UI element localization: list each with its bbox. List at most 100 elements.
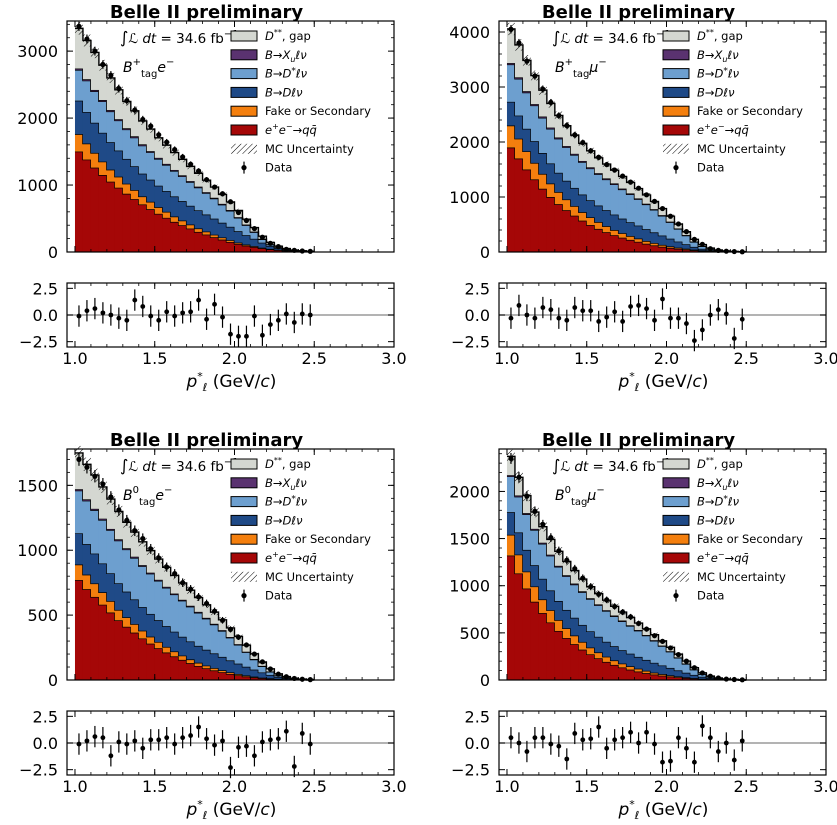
bin-qqbar	[658, 246, 667, 252]
legend-label-data-part-0: Data	[265, 589, 292, 603]
bin-qqbar	[578, 649, 588, 680]
legend-label-qqbar-part-4: →	[293, 123, 303, 137]
ratio-point	[715, 749, 721, 754]
bin-qqbar	[146, 643, 156, 680]
x-tick-label: 2.0	[654, 777, 679, 796]
legend-swatch-qqbar	[230, 552, 258, 564]
bin-dstarlnu	[626, 625, 635, 654]
bin-qqbar	[234, 243, 243, 252]
data-point	[627, 614, 634, 620]
data-point	[243, 217, 250, 224]
ratio-point	[588, 736, 594, 742]
x-tick-label: 2.5	[302, 349, 327, 368]
bin-fake	[226, 672, 235, 674]
y-tick-label: 1000	[17, 541, 58, 560]
x-tick-label: 2.0	[222, 777, 247, 796]
bin-fake	[98, 161, 108, 175]
data-point	[164, 564, 170, 570]
data-point	[667, 213, 674, 219]
legend-label-dstarstar-part-2: , gap	[282, 29, 311, 43]
bin-dstarstar	[594, 157, 604, 174]
bin-dstarlnu	[242, 652, 251, 667]
data-point	[195, 594, 202, 600]
ratio-point	[267, 322, 273, 327]
bin-dlnu	[546, 590, 556, 611]
legend-swatch-xulnu	[230, 477, 258, 489]
bin-qqbar	[90, 596, 100, 680]
bin-dlnu	[570, 187, 580, 207]
bin-dlnu	[674, 670, 683, 677]
bin-fake	[554, 192, 564, 205]
bin-dlnu	[258, 672, 267, 678]
bin-qqbar	[202, 668, 211, 680]
data-point	[548, 535, 554, 541]
bin-qqbar	[602, 661, 612, 680]
data-point	[84, 36, 90, 42]
bin-fake	[634, 668, 643, 672]
bin-qqbar	[130, 199, 140, 252]
bin-fake	[650, 243, 659, 246]
ratio-point	[116, 315, 122, 321]
bin-dstarlnu	[122, 129, 132, 159]
bin-dstarlnu	[90, 91, 100, 123]
legend-swatch-dlnu	[662, 86, 690, 98]
bin-dlnu	[266, 674, 275, 679]
ratio-point	[692, 759, 697, 765]
data-point	[540, 521, 546, 528]
legend-label-uncert: MC Uncertainty	[697, 142, 786, 156]
legend-swatch-fake	[662, 533, 690, 545]
bin-dstarstar	[570, 135, 580, 154]
bin-dstarstar	[218, 194, 227, 204]
data-point	[572, 566, 578, 572]
data-point	[100, 481, 106, 487]
lumi-label-part-2: = 34.6 fb	[588, 459, 656, 475]
x-axis-label-part-0: p	[186, 372, 198, 392]
data-point	[572, 132, 578, 138]
bin-dstarlnu	[658, 215, 667, 236]
bin-fake	[538, 599, 548, 614]
lumi-label-part-1: ℒ dt	[128, 31, 157, 47]
ratio-point	[108, 312, 114, 318]
bin-qqbar	[74, 580, 84, 680]
ratio-point	[100, 310, 106, 316]
ratio-point	[684, 321, 689, 326]
legend-label-xulnu-part-2: X	[282, 48, 292, 62]
data-point	[508, 455, 514, 462]
bin-dstarlnu	[82, 500, 92, 545]
data-point	[156, 555, 162, 561]
bin-dstarlnu	[538, 117, 548, 153]
bin-dlnu	[658, 665, 667, 675]
tag-label-part-3: e	[157, 60, 166, 76]
x-tick-label: 3.0	[381, 349, 406, 368]
legend-label-fake: Fake or Secondary	[697, 532, 803, 546]
bin-dstarlnu	[154, 158, 164, 186]
bin-dlnu	[82, 112, 92, 144]
y-tick-label: 500	[27, 606, 58, 625]
y-tick-label: 3000	[449, 78, 490, 97]
bin-dlnu	[146, 179, 156, 202]
bin-fake	[506, 125, 516, 148]
x-axis-label-part-0: p	[186, 800, 198, 820]
bin-dstarstar	[162, 145, 172, 164]
bin-fake	[82, 574, 92, 590]
lumi-label-part-2: = 34.6 fb	[588, 31, 656, 47]
panel-1: Belle II preliminary 0 1000 2000 3000 4000 ∫ℒ …	[449, 2, 837, 394]
bin-fake	[618, 233, 628, 238]
bin-qqbar	[250, 246, 259, 252]
data-points	[76, 21, 313, 254]
tag-label-part-4: −	[596, 485, 604, 496]
bin-fake	[82, 143, 92, 160]
bin-fake	[666, 246, 675, 248]
ratio-point	[140, 745, 146, 751]
data-point	[588, 148, 594, 154]
legend-label-qqbar: e+e−→qq̄	[265, 122, 317, 137]
ratio-point	[660, 296, 665, 302]
ratio-point	[636, 740, 641, 746]
data-point	[203, 600, 210, 607]
bin-dstarstar	[666, 216, 675, 222]
bin-dstarstar	[554, 551, 564, 566]
ratio-y-tick-label: 2.5	[465, 279, 490, 298]
x-axis-label-part-4: c	[692, 800, 702, 820]
x-axis-label-part-2: ℓ	[634, 381, 640, 394]
data-point	[307, 248, 313, 254]
